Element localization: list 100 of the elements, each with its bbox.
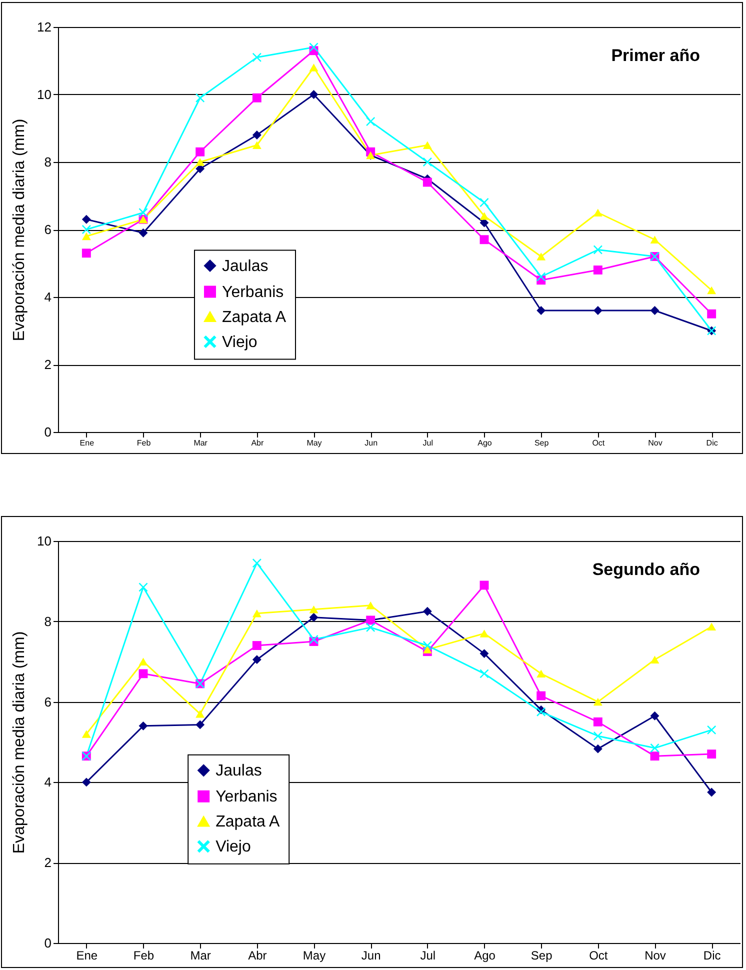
point [196, 720, 205, 730]
point [252, 609, 262, 618]
x-tick-label: Dic [703, 948, 721, 962]
point [252, 93, 262, 102]
point [650, 656, 660, 664]
y-tick-label: 4 [44, 774, 52, 790]
point [536, 670, 546, 678]
point [309, 90, 318, 99]
x-tick-label: Abr [251, 438, 264, 448]
text: Primer año [611, 46, 700, 65]
point [138, 669, 148, 678]
point [707, 286, 716, 294]
point [593, 208, 602, 216]
x-tick-label: May [302, 948, 326, 962]
point [593, 732, 602, 740]
point [707, 309, 716, 318]
point [536, 252, 546, 260]
point [82, 232, 91, 240]
point [650, 306, 660, 315]
point [593, 306, 602, 315]
x-tick-label: Jun [364, 438, 378, 448]
point [82, 778, 91, 787]
point [196, 158, 205, 166]
y-tick-label: 0 [44, 424, 52, 440]
x-tick-label: Feb [136, 438, 152, 448]
legend-label: Viejo [222, 334, 258, 351]
x-tick-label: Sep [530, 948, 553, 962]
point [650, 752, 660, 761]
point [650, 236, 660, 244]
legend-label: Zapata A [222, 308, 286, 326]
x-tick-label: Mar [194, 438, 208, 448]
x-tick-label: Oct [589, 948, 608, 962]
x-tick-label: Ene [80, 438, 95, 448]
legend-label: Zapata A [216, 813, 280, 830]
point [196, 710, 205, 718]
point [480, 198, 489, 207]
point [593, 698, 602, 706]
legend-label: Viejo [216, 838, 251, 856]
point [422, 178, 432, 187]
y-tick-label: 6 [44, 222, 52, 237]
point [82, 730, 91, 738]
point [138, 228, 148, 238]
point [366, 622, 376, 632]
point [252, 52, 262, 62]
y-tick-label: 10 [37, 534, 52, 548]
legend-label: Yerbanis [222, 284, 284, 301]
x-tick-label: Nov [644, 948, 666, 962]
y-tick-label: 0 [44, 936, 52, 950]
point [707, 750, 716, 759]
point [252, 141, 262, 149]
point [422, 606, 432, 616]
y-axis-title: Evaporación media diaria (mm) [11, 118, 28, 342]
y-tick-label: 8 [44, 614, 52, 629]
point [309, 64, 318, 72]
x-tick-label: Feb [133, 948, 154, 962]
point [82, 248, 91, 258]
point [480, 580, 489, 590]
point [593, 744, 602, 754]
point [650, 711, 660, 720]
point [536, 691, 546, 700]
x-tick-label: Sep [534, 438, 550, 448]
point [422, 646, 432, 654]
x-tick-label: Ago [474, 948, 496, 962]
x-tick-label: Abr [248, 948, 267, 962]
x-tick-label: Nov [648, 438, 662, 448]
x-tick-label: Mar [190, 948, 211, 962]
text: Segundo año [592, 560, 700, 579]
point [593, 266, 602, 274]
point [138, 658, 148, 666]
legend-label: Jaulas [216, 762, 262, 780]
point [138, 721, 148, 730]
point [252, 655, 262, 664]
point [252, 641, 262, 650]
x-tick-label: Ene [76, 948, 98, 962]
point [536, 272, 546, 282]
y-tick-label: 8 [44, 154, 52, 170]
point [593, 717, 602, 726]
x-tick-label: Jul [420, 948, 436, 962]
point [650, 744, 660, 752]
point [252, 130, 262, 140]
x-tick-label: Jun [361, 948, 381, 962]
point [366, 601, 376, 610]
point [422, 141, 432, 149]
point [252, 558, 262, 568]
y-tick-label: 10 [37, 87, 52, 102]
x-tick-label: Dic [706, 438, 718, 448]
point [480, 212, 489, 220]
point [196, 147, 205, 156]
point [707, 622, 716, 630]
y-tick-label: 2 [44, 855, 52, 870]
point [480, 630, 489, 638]
x-tick-label: May [306, 438, 322, 448]
point [707, 725, 716, 734]
point [309, 605, 318, 614]
legend-label: Yerbanis [216, 788, 278, 806]
point [707, 788, 716, 797]
point [480, 235, 489, 244]
x-tick-label: Ago [478, 438, 492, 448]
y-axis-title: Evaporación media diaria (mm) [11, 631, 28, 854]
x-tick-label: Oct [592, 438, 606, 448]
